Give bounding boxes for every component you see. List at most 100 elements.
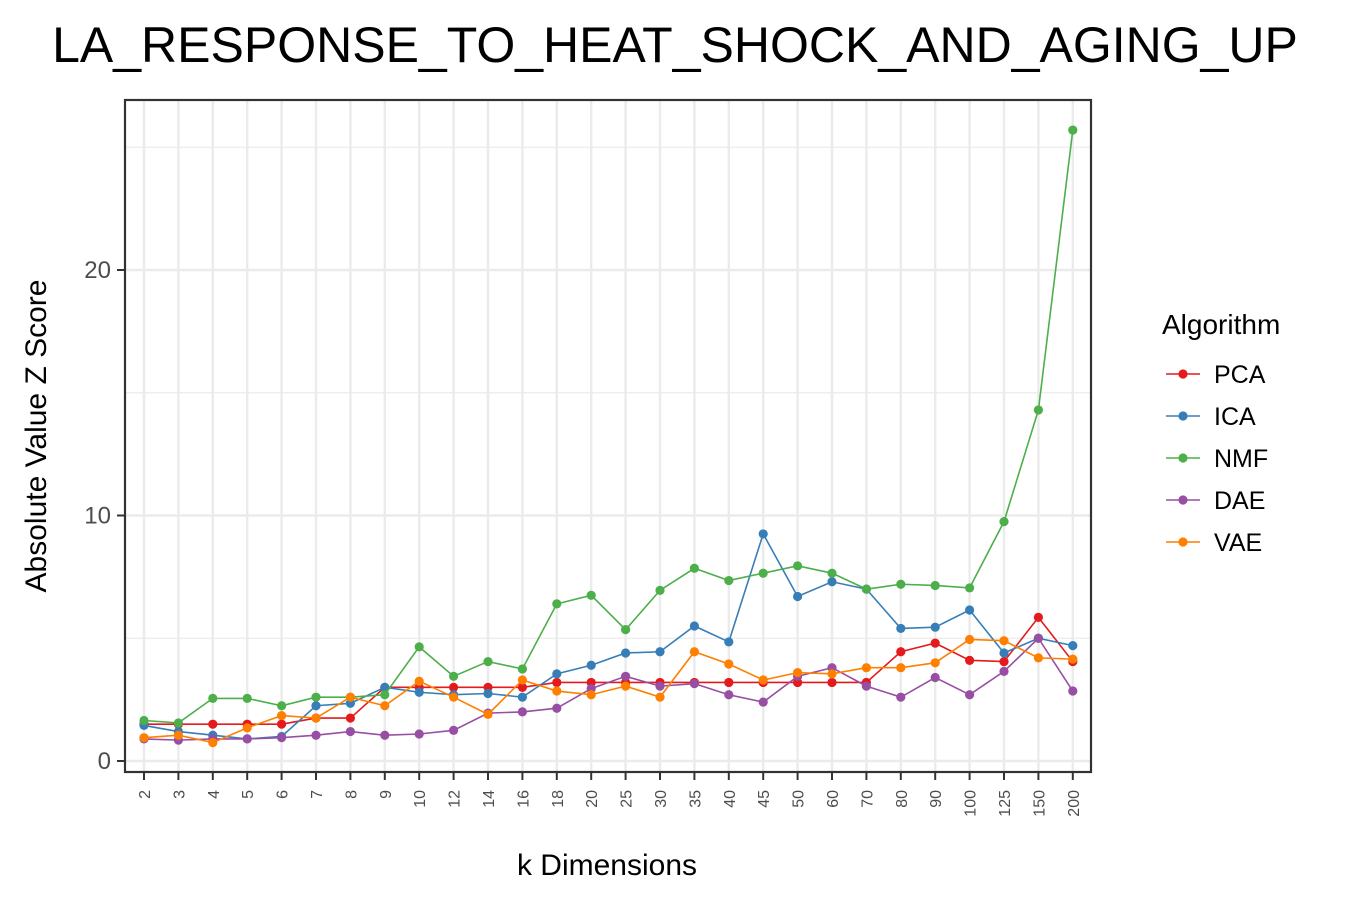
data-point-vae xyxy=(345,692,355,702)
x-tick-label: 100 xyxy=(963,790,980,817)
data-point-vae xyxy=(242,723,252,733)
data-point-vae xyxy=(139,733,149,743)
data-point-pca xyxy=(1033,612,1043,622)
data-point-pca xyxy=(517,682,528,692)
x-tick-label: 2 xyxy=(137,790,154,799)
series-line-ica xyxy=(143,531,1073,740)
x-tick-label: 5 xyxy=(240,790,257,799)
y-tick-label: 20 xyxy=(84,257,111,284)
x-tick-label: 6 xyxy=(275,790,292,799)
data-point-vae xyxy=(965,634,975,645)
data-point-dae xyxy=(655,681,665,691)
data-point-dae xyxy=(861,681,872,691)
data-point-vae xyxy=(1068,654,1078,664)
x-tick-label: 90 xyxy=(928,790,945,808)
data-point-vae xyxy=(586,690,596,700)
chart-title: LA_RESPONSE_TO_HEAT_SHOCK_AND_AGING_UP xyxy=(52,17,1298,73)
x-tick-label: 16 xyxy=(515,790,532,808)
grid xyxy=(125,100,1091,772)
series-layer xyxy=(139,125,1078,748)
x-tick-label: 200 xyxy=(1066,790,1083,817)
data-point-ica xyxy=(483,688,493,699)
legend-key-point xyxy=(1178,369,1188,379)
data-point-vae xyxy=(173,730,183,740)
legend-title: Algorithm xyxy=(1162,309,1280,340)
data-point-ica xyxy=(311,701,321,711)
data-point-nmf xyxy=(1033,405,1043,415)
data-point-nmf xyxy=(689,563,700,573)
data-point-vae xyxy=(380,701,390,711)
legend-item-ica: ICA xyxy=(1166,403,1256,431)
data-point-pca xyxy=(208,719,218,729)
data-point-ica xyxy=(896,623,906,634)
data-point-nmf xyxy=(414,642,424,652)
data-point-dae xyxy=(552,703,562,713)
legend-item-pca: PCA xyxy=(1166,361,1266,389)
data-point-nmf xyxy=(896,579,906,589)
data-point-vae xyxy=(689,647,700,657)
data-point-dae xyxy=(345,726,355,737)
x-tick-label: 4 xyxy=(206,790,223,799)
data-point-ica xyxy=(930,622,940,632)
x-tick-label: 9 xyxy=(378,790,395,799)
legend-key-point xyxy=(1178,537,1188,547)
data-point-ica xyxy=(621,648,631,658)
data-point-nmf xyxy=(1068,125,1078,135)
legend-label: VAE xyxy=(1214,529,1262,557)
data-point-dae xyxy=(1068,686,1078,696)
data-point-pca xyxy=(965,655,975,665)
data-point-nmf xyxy=(311,692,321,702)
x-tick-label: 25 xyxy=(619,790,636,808)
x-tick-label: 3 xyxy=(171,790,188,799)
data-point-dae xyxy=(724,690,734,700)
data-point-vae xyxy=(517,675,528,685)
data-point-dae xyxy=(414,729,424,739)
data-point-vae xyxy=(552,686,562,696)
x-tick-label: 14 xyxy=(481,790,498,808)
x-tick-label: 35 xyxy=(687,790,704,808)
data-point-nmf xyxy=(999,517,1009,527)
data-point-vae xyxy=(827,669,837,679)
x-tick-label: 45 xyxy=(756,790,773,808)
data-point-nmf xyxy=(139,715,149,726)
data-point-dae xyxy=(311,730,321,740)
x-tick-label: 40 xyxy=(722,790,739,808)
data-point-pca xyxy=(930,638,940,648)
data-point-dae xyxy=(758,697,768,707)
data-point-ica xyxy=(965,605,975,615)
data-point-vae xyxy=(655,692,665,702)
legend-item-dae: DAE xyxy=(1166,487,1265,515)
data-point-nmf xyxy=(655,585,665,595)
data-point-ica xyxy=(827,577,837,587)
data-point-vae xyxy=(861,663,872,673)
legend-key-point xyxy=(1178,495,1188,505)
y-axis-title: Absolute Value Z Score xyxy=(20,280,53,593)
data-point-pca xyxy=(999,656,1009,667)
data-point-nmf xyxy=(449,671,459,681)
x-tick-label: 10 xyxy=(412,790,429,808)
plot-panel-border xyxy=(123,98,1093,774)
data-point-nmf xyxy=(861,584,872,594)
x-tick-label: 50 xyxy=(791,790,808,808)
x-tick-label: 20 xyxy=(584,790,601,808)
legend-key-point xyxy=(1178,411,1188,421)
data-point-ica xyxy=(414,687,424,697)
data-point-vae xyxy=(758,675,768,685)
data-point-nmf xyxy=(724,575,734,586)
x-tick-label: 7 xyxy=(309,790,326,799)
data-point-ica xyxy=(552,669,562,679)
series-dae xyxy=(139,633,1078,745)
data-point-vae xyxy=(896,663,906,673)
data-point-vae xyxy=(277,710,287,721)
data-point-nmf xyxy=(517,664,528,674)
series-line-dae xyxy=(143,637,1074,741)
data-point-dae xyxy=(621,671,631,681)
data-point-pca xyxy=(449,682,459,692)
data-point-ica xyxy=(724,637,734,647)
data-point-pca xyxy=(827,677,837,688)
data-point-nmf xyxy=(827,568,837,578)
x-tick-label: 8 xyxy=(343,790,360,799)
series-line-nmf xyxy=(143,129,1074,724)
x-tick-label: 125 xyxy=(997,790,1014,817)
